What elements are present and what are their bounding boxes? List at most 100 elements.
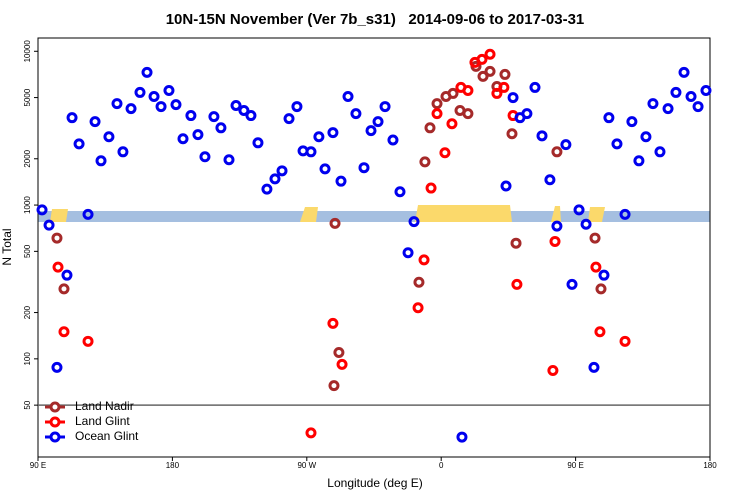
data-point <box>365 125 377 137</box>
x-tick-label: 90 E <box>567 461 583 470</box>
y-tick-label: 500 <box>23 244 32 258</box>
data-point <box>598 269 610 281</box>
data-point <box>462 108 474 120</box>
data-point <box>439 147 451 159</box>
data-point <box>425 182 437 194</box>
data-point <box>499 68 511 80</box>
data-point <box>462 84 474 96</box>
data-point <box>662 103 674 115</box>
data-point <box>51 361 63 373</box>
data-point <box>95 155 107 167</box>
data-point <box>491 87 503 99</box>
y-tick-label: 200 <box>23 305 32 319</box>
data-point <box>66 112 78 124</box>
data-point <box>594 326 606 338</box>
data-point <box>230 100 242 112</box>
data-point <box>619 208 631 220</box>
y-tick-label: 50 <box>23 400 32 409</box>
data-point <box>238 105 250 117</box>
data-point <box>141 66 153 78</box>
data-point <box>327 317 339 329</box>
data-point <box>394 186 406 198</box>
data-point <box>170 99 182 111</box>
data-point <box>283 113 295 125</box>
data-point <box>82 208 94 220</box>
data-point <box>313 131 325 143</box>
data-point <box>223 154 235 166</box>
data-point <box>647 98 659 110</box>
data-point <box>412 302 424 314</box>
data-point <box>252 137 264 149</box>
data-point <box>51 232 63 244</box>
data-point <box>633 155 645 167</box>
data-point <box>269 173 281 185</box>
data-point <box>36 204 48 216</box>
data-point <box>589 232 601 244</box>
y-axis-label: N Total <box>0 228 14 265</box>
data-point <box>573 204 585 216</box>
data-point <box>500 180 512 192</box>
data-point <box>350 108 362 120</box>
legend-label: Ocean Glint <box>75 429 139 443</box>
data-point <box>43 219 55 231</box>
data-point <box>477 70 489 82</box>
data-point <box>342 91 354 103</box>
data-point <box>82 335 94 347</box>
data-point <box>408 216 420 228</box>
legend-marker <box>49 431 61 443</box>
data-point <box>148 91 160 103</box>
data-point <box>544 174 556 186</box>
data-point <box>447 87 459 99</box>
data-point <box>185 110 197 122</box>
x-tick-label: 90 W <box>297 461 316 470</box>
land-mask-strip <box>38 205 710 222</box>
data-point <box>560 139 572 151</box>
data-point <box>261 183 273 195</box>
legend-label: Land Glint <box>75 414 130 428</box>
data-point <box>551 220 563 232</box>
data-point <box>192 129 204 141</box>
data-point <box>163 84 175 96</box>
data-point <box>580 218 592 230</box>
data-point <box>678 66 690 78</box>
data-point <box>117 146 129 158</box>
data-point <box>419 156 431 168</box>
data-point <box>134 86 146 98</box>
data-point <box>199 151 211 163</box>
data-point <box>507 92 519 104</box>
data-point <box>103 131 115 143</box>
data-point <box>177 133 189 145</box>
data-point <box>529 81 541 93</box>
data-point <box>476 53 488 65</box>
data-point <box>547 364 559 376</box>
x-tick-label: 180 <box>166 461 180 470</box>
data-point <box>155 101 167 113</box>
data-point <box>402 247 414 259</box>
data-point <box>245 110 257 122</box>
data-point <box>549 235 561 247</box>
data-point <box>626 116 638 128</box>
data-point <box>319 163 331 175</box>
data-point <box>692 101 704 113</box>
data-point <box>305 146 317 158</box>
data-point <box>73 138 85 150</box>
data-point <box>208 111 220 123</box>
y-tick-label: 100 <box>23 352 32 366</box>
data-point <box>431 98 443 110</box>
data-point <box>335 175 347 187</box>
data-point <box>603 112 615 124</box>
data-point <box>566 278 578 290</box>
data-point <box>305 427 317 439</box>
data-point <box>700 84 712 96</box>
data-point <box>333 346 345 358</box>
data-point <box>654 146 666 158</box>
data-point <box>329 217 341 229</box>
data-point <box>111 98 123 110</box>
data-point <box>58 283 70 295</box>
data-point <box>125 103 137 115</box>
data-point <box>521 108 533 120</box>
data-point <box>484 65 496 77</box>
data-point <box>510 237 522 249</box>
data-point <box>291 101 303 113</box>
